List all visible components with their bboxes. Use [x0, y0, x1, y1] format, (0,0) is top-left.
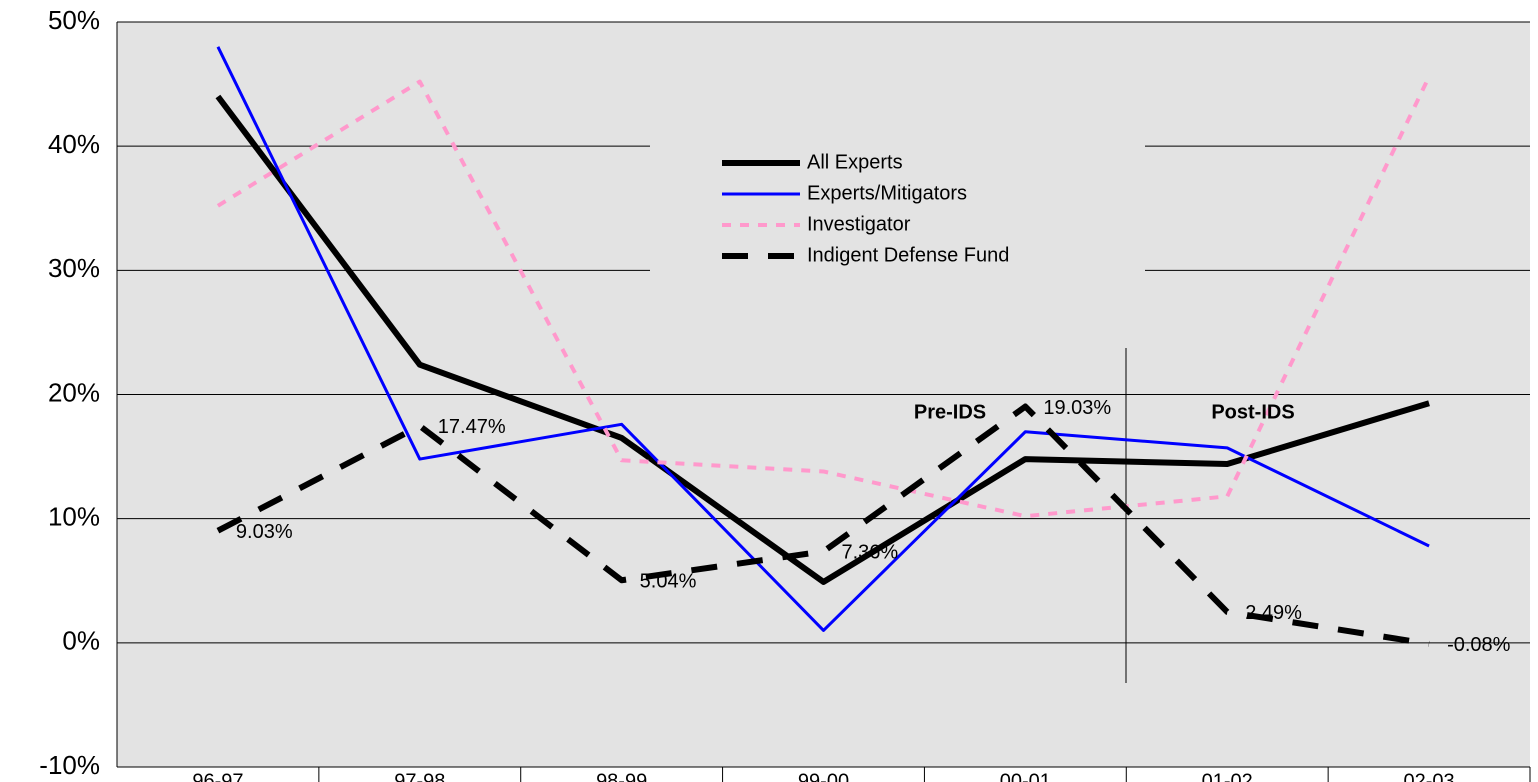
series: [215, 46, 1431, 647]
legend: All Experts Experts/Mitigators Investigato…: [722, 151, 1009, 266]
data-label: 17.47%: [438, 416, 506, 438]
x-tick-label: 97-98: [394, 770, 445, 782]
y-tick-label: 10%: [48, 502, 100, 532]
data-label: 19.03%: [1043, 397, 1111, 419]
y-tick-label: 40%: [48, 129, 100, 159]
y-tick-label: 30%: [48, 253, 100, 283]
legend-label: Investigator: [807, 213, 911, 235]
data-label: 7.36%: [842, 542, 899, 564]
x-tick-label: 00-01: [1000, 770, 1051, 782]
y-tick-label: 50%: [48, 5, 100, 35]
y-tick-label: -10%: [39, 750, 100, 780]
data-label: -0.08%: [1447, 634, 1511, 656]
series-line: [216, 46, 1430, 632]
x-tick-label: 02-03: [1403, 770, 1454, 782]
x-tick-label: 01-02: [1202, 770, 1253, 782]
legend-label: All Experts: [807, 151, 903, 173]
data-label: 9.03%: [236, 521, 293, 543]
legend-label: Indigent Defense Fund: [807, 244, 1009, 266]
series-line: [216, 75, 1431, 519]
y-tick-label: 20%: [48, 377, 100, 407]
x-tick-label: 99-00: [798, 770, 849, 782]
x-tick-label: 98-99: [596, 770, 647, 782]
annotation: Post-IDS: [1211, 401, 1294, 423]
x-tick-label: 96-97: [192, 770, 243, 782]
labels: 9.03% 17.47% 5.04% 7.36% 19.03% 2.49% -0.08%: [236, 397, 1511, 656]
legend-label: Experts/Mitigators: [807, 182, 967, 204]
series-line: [216, 403, 1430, 647]
series-line: [215, 94, 1430, 585]
data-label: 2.49%: [1245, 602, 1302, 624]
y-tick-label: 0%: [62, 626, 100, 656]
annotation: Pre-IDS: [914, 401, 986, 423]
data-label: 5.04%: [640, 571, 697, 593]
